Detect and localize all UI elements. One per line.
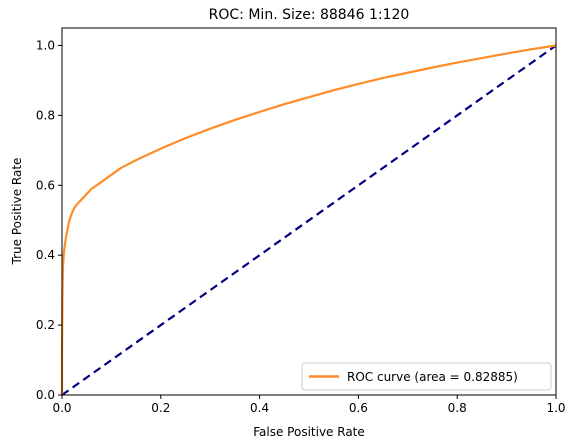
y-tick-label: 0.4: [36, 248, 55, 262]
x-tick-label: 0.6: [349, 401, 368, 415]
x-tick-label: 0.2: [151, 401, 170, 415]
y-tick-label: 1.0: [36, 38, 55, 52]
x-tick-label: 0.4: [250, 401, 269, 415]
chart-title: ROC: Min. Size: 88846 1:120: [209, 7, 410, 23]
y-axis: 0.0 0.2 0.4 0.6 0.8 1.0: [36, 38, 62, 402]
y-tick-label: 0.6: [36, 178, 55, 192]
legend-box: [301, 362, 552, 391]
x-tick-label: 1.0: [546, 401, 565, 415]
y-tick-label: 0.8: [36, 108, 55, 122]
roc-curve-line: [60, 44, 557, 395]
series-layer: [60, 44, 557, 396]
chance-diagonal-line: [61, 44, 557, 396]
y-axis-label: True Positive Rate: [10, 158, 24, 266]
x-tick-label: 0.8: [448, 401, 467, 415]
x-axis-label: False Positive Rate: [253, 425, 365, 439]
plot-frame: [61, 27, 557, 396]
x-axis: 0.0 0.2 0.4 0.6 0.8 1.0: [52, 395, 566, 415]
y-tick-label: 0.2: [36, 318, 55, 332]
y-tick-label: 0.0: [36, 388, 55, 402]
legend: ROC curve (area = 0.82885): [301, 362, 552, 391]
plot-area: [62, 28, 556, 395]
x-tick-label: 0.0: [52, 401, 71, 415]
legend-label: ROC curve (area = 0.82885): [347, 370, 518, 384]
